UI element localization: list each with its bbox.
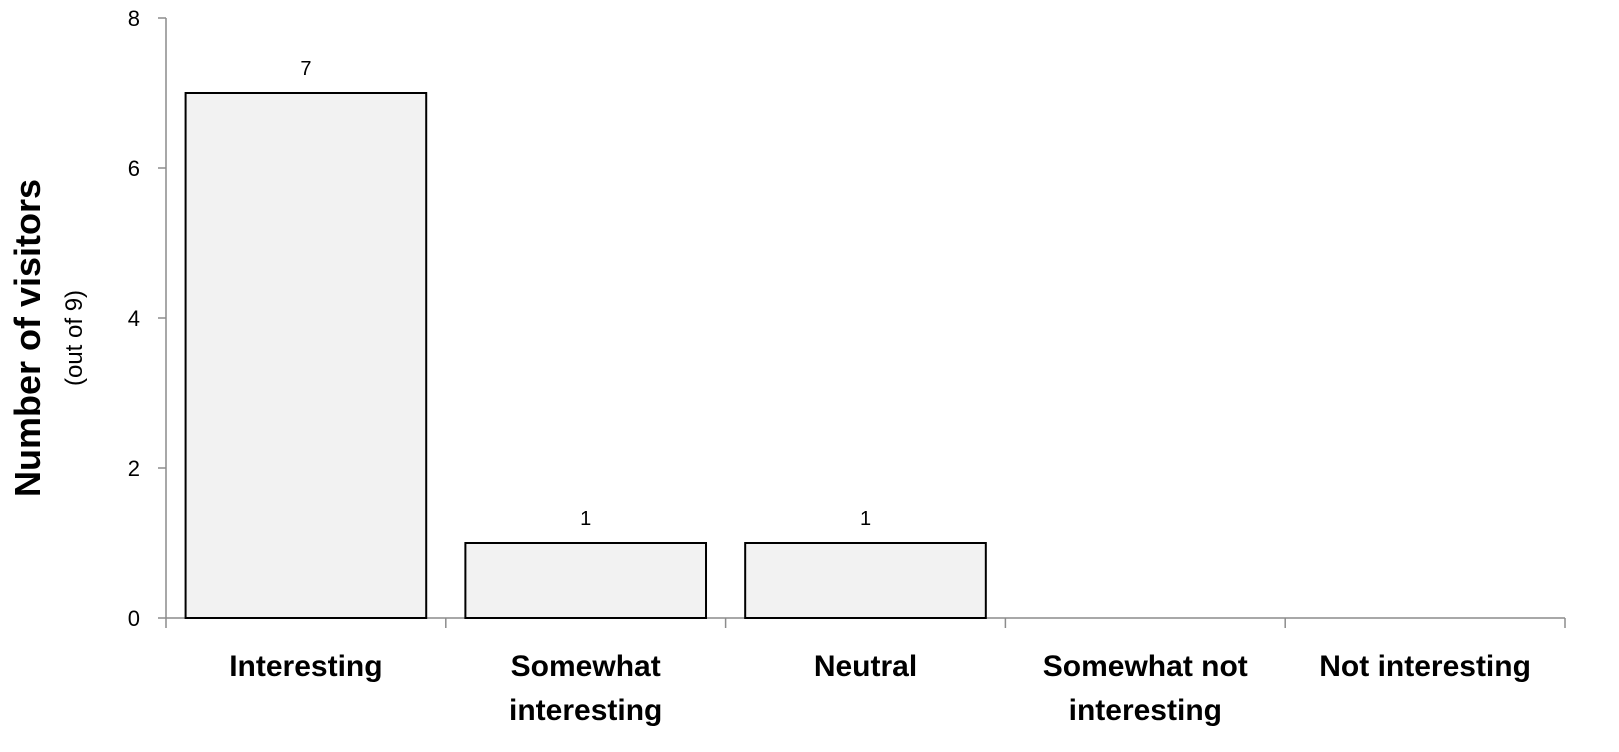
- y-tick-label: 0: [128, 606, 140, 631]
- bar: [184, 92, 428, 619]
- bar-series: [184, 92, 987, 619]
- data-label: 1: [860, 508, 871, 530]
- y-axis-label: Number of visitors: [7, 179, 48, 497]
- y-tick-label: 8: [128, 6, 140, 31]
- x-category-label: Somewhat not: [1043, 650, 1248, 683]
- y-tick-label: 4: [128, 306, 140, 331]
- bar: [464, 542, 708, 619]
- x-category-label: interesting: [509, 694, 662, 727]
- x-category-label: interesting: [1069, 694, 1222, 727]
- chart-labels: 0 2 4 6 8 7 Interesting 1 Somewhat interesting 1 Ne…: [128, 6, 1531, 727]
- x-category-label: Neutral: [814, 650, 917, 683]
- y-tick-label: 2: [128, 456, 140, 481]
- y-tick-label: 6: [128, 156, 140, 181]
- x-category-label: Not interesting: [1319, 650, 1531, 683]
- bar: [744, 542, 987, 619]
- data-label: 1: [580, 508, 591, 530]
- data-label: 7: [300, 58, 311, 80]
- y-axis-title: Number of visitors (out of 9): [7, 179, 88, 497]
- x-category-label: Somewhat: [511, 650, 661, 683]
- x-category-label: Interesting: [229, 650, 382, 683]
- y-axis-sublabel: (out of 9): [61, 290, 88, 386]
